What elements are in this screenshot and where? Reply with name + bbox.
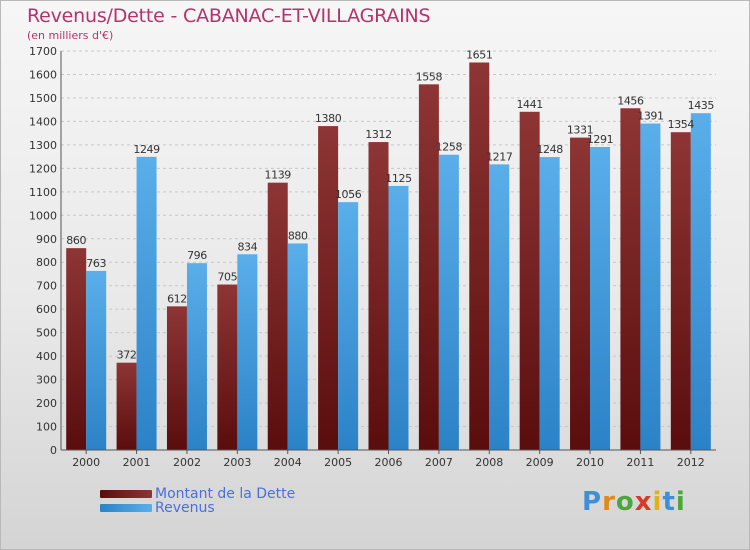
bar-dette — [66, 248, 87, 450]
y-tick-label: 1400 — [29, 115, 57, 128]
data-label-dette: 1139 — [265, 169, 292, 182]
data-label-dette: 860 — [66, 234, 86, 247]
y-tick-label: 700 — [36, 280, 57, 293]
data-label-dette: 1380 — [315, 112, 342, 125]
legend-swatch-dette — [100, 490, 152, 498]
y-tick-label: 500 — [36, 327, 57, 340]
data-label-revenus: 1291 — [587, 133, 613, 146]
y-tick-label: 1200 — [29, 162, 57, 175]
y-tick-label: 400 — [36, 350, 57, 363]
data-label-dette: 1441 — [516, 98, 542, 111]
bar-dette — [267, 182, 288, 451]
data-label-revenus: 1248 — [536, 143, 563, 156]
bar-dette — [469, 62, 490, 451]
data-label-dette: 612 — [167, 292, 187, 305]
bar-dette — [418, 84, 439, 450]
x-tick-label: 2007 — [425, 456, 453, 469]
x-tick-label: 2000 — [72, 456, 100, 469]
x-tick-label: 2001 — [123, 456, 151, 469]
bar-revenus — [186, 263, 207, 450]
data-label-revenus: 1249 — [133, 143, 160, 156]
y-tick-label: 0 — [50, 444, 57, 457]
bar-revenus — [489, 164, 510, 450]
data-label-revenus: 1217 — [486, 150, 513, 163]
data-label-revenus: 1435 — [688, 99, 715, 112]
data-label-dette: 1331 — [567, 124, 593, 137]
x-tick-label: 2008 — [475, 456, 503, 469]
y-tick-label: 300 — [36, 374, 57, 387]
x-tick-label: 2002 — [173, 456, 201, 469]
y-tick-label: 1300 — [29, 139, 57, 152]
chart-subtitle: (en milliers d'€) — [27, 29, 114, 42]
data-label-dette: 1456 — [617, 94, 644, 107]
data-label-revenus: 834 — [237, 240, 257, 253]
bar-dette — [166, 306, 187, 450]
y-tick-label: 100 — [36, 421, 57, 434]
bar-dette — [318, 126, 339, 450]
x-tick-label: 2004 — [274, 456, 302, 469]
y-tick-label: 1500 — [29, 92, 57, 105]
proxiti-logo: Proxiti — [582, 487, 686, 517]
bar-dette — [570, 137, 591, 450]
bar-revenus — [640, 123, 661, 451]
legend-label-revenus: Revenus — [155, 500, 215, 516]
data-label-revenus: 763 — [86, 257, 106, 270]
axes — [60, 51, 716, 451]
bar-dette — [670, 132, 691, 450]
data-label-revenus: 880 — [288, 229, 308, 242]
bar-revenus — [438, 154, 459, 451]
chart-title: Revenus/Dette - CABANAC-ET-VILLAGRAINS — [27, 5, 431, 27]
y-tick-label: 1600 — [29, 68, 57, 81]
bar-revenus — [237, 254, 258, 450]
x-tick-label: 2012 — [677, 456, 705, 469]
data-label-revenus: 1391 — [637, 110, 663, 123]
bar-revenus — [86, 270, 107, 450]
y-tick-label: 200 — [36, 397, 57, 410]
x-tick-label: 2006 — [375, 456, 403, 469]
y-tick-label: 800 — [36, 256, 57, 269]
data-label-revenus: 1056 — [335, 188, 362, 201]
bar-revenus — [388, 185, 409, 451]
data-label-dette: 372 — [117, 349, 137, 362]
bar-revenus — [590, 146, 611, 451]
data-label-revenus: 796 — [187, 249, 207, 262]
y-tick-label: 1000 — [29, 209, 57, 222]
data-label-revenus: 1258 — [436, 141, 463, 154]
x-tick-label: 2005 — [324, 456, 352, 469]
x-tick-label: 2011 — [626, 456, 654, 469]
bar-dette — [217, 284, 238, 450]
data-label-revenus: 1125 — [385, 172, 412, 185]
y-tick-label: 900 — [36, 233, 57, 246]
y-tick-label: 600 — [36, 303, 57, 316]
legend-swatch-revenus — [100, 504, 152, 512]
x-tick-label: 2010 — [576, 456, 604, 469]
bar-dette — [368, 142, 389, 450]
bar-revenus — [287, 243, 308, 450]
y-axis-ticks: 0 100 200 300 400 500 600 700 800 900 1000 1100 1200… — [29, 45, 57, 457]
x-axis-ticks: 2000 2001 2002 2003 2004 2005 2006 2007 2008 2009… — [72, 450, 705, 469]
bar-revenus — [539, 157, 560, 451]
legend-item-revenus: Revenus — [100, 500, 215, 516]
bar-revenus — [690, 113, 711, 451]
bar-dette — [519, 111, 540, 451]
legend-label-dette: Montant de la Dette — [155, 486, 296, 502]
data-label-dette: 1312 — [365, 128, 391, 141]
x-tick-label: 2003 — [223, 456, 251, 469]
y-tick-label: 1700 — [29, 45, 57, 58]
data-label-dette: 1651 — [466, 49, 492, 62]
bars — [66, 62, 711, 451]
data-label-dette: 705 — [217, 271, 237, 284]
x-tick-label: 2009 — [526, 456, 554, 469]
data-label-dette: 1354 — [668, 118, 695, 131]
y-tick-label: 1100 — [29, 186, 57, 199]
bar-dette — [116, 362, 137, 450]
bar-revenus — [338, 202, 359, 450]
legend-item-dette: Montant de la Dette — [100, 486, 296, 502]
bar-revenus — [136, 156, 157, 450]
data-label-dette: 1558 — [416, 70, 443, 83]
bar-dette — [620, 108, 641, 450]
